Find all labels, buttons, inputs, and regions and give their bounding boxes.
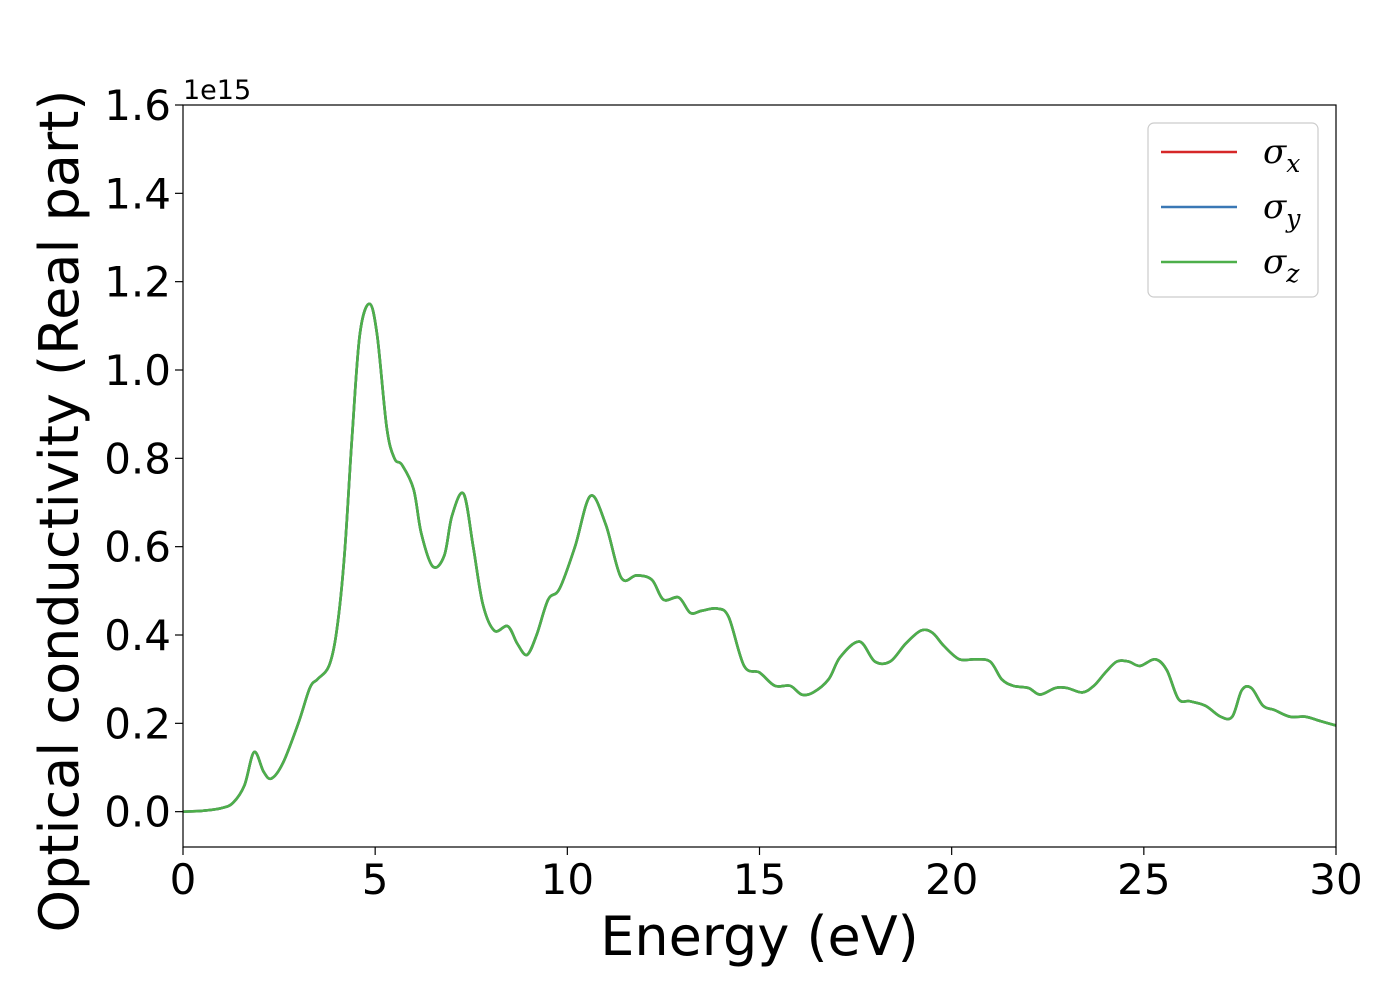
- y-tick-label: 1.2: [104, 258, 171, 307]
- x-tick-label: 25: [1117, 855, 1170, 904]
- x-tick-label: 30: [1309, 855, 1362, 904]
- y-tick-label: 0.6: [104, 523, 171, 572]
- x-tick-label: 0: [170, 855, 197, 904]
- y-tick-label: 0.4: [104, 611, 171, 660]
- y-tick-label: 0.0: [104, 788, 171, 837]
- series-line-sigma-z: [182, 302, 1337, 813]
- y-tick-label: 0.2: [104, 699, 171, 748]
- x-tick-label: 5: [362, 855, 389, 904]
- y-tick-label: 1.0: [104, 346, 171, 395]
- y-tick-label: 1.4: [104, 169, 171, 218]
- plot-area-frame: [182, 104, 1337, 848]
- x-tick-label: 20: [925, 855, 978, 904]
- y-tick-label: 0.8: [104, 434, 171, 483]
- legend-box: [1147, 122, 1319, 298]
- x-tick-label: 15: [733, 855, 786, 904]
- x-axis-ticks: 0 5 10 15 20 25 30: [170, 847, 1363, 904]
- y-axis-title: Optical conductivity (Real part): [28, 90, 91, 933]
- x-tick-label: 10: [541, 855, 594, 904]
- y-axis-offset-label: 1e15: [183, 75, 251, 106]
- series-lines: [182, 302, 1337, 813]
- y-tick-label: 1.6: [104, 81, 171, 130]
- y-axis-ticks: 0.0 0.2 0.4 0.6 0.8 1.0 1.2 1.4 1.6: [104, 81, 183, 837]
- x-axis-title: Energy (eV): [600, 905, 919, 968]
